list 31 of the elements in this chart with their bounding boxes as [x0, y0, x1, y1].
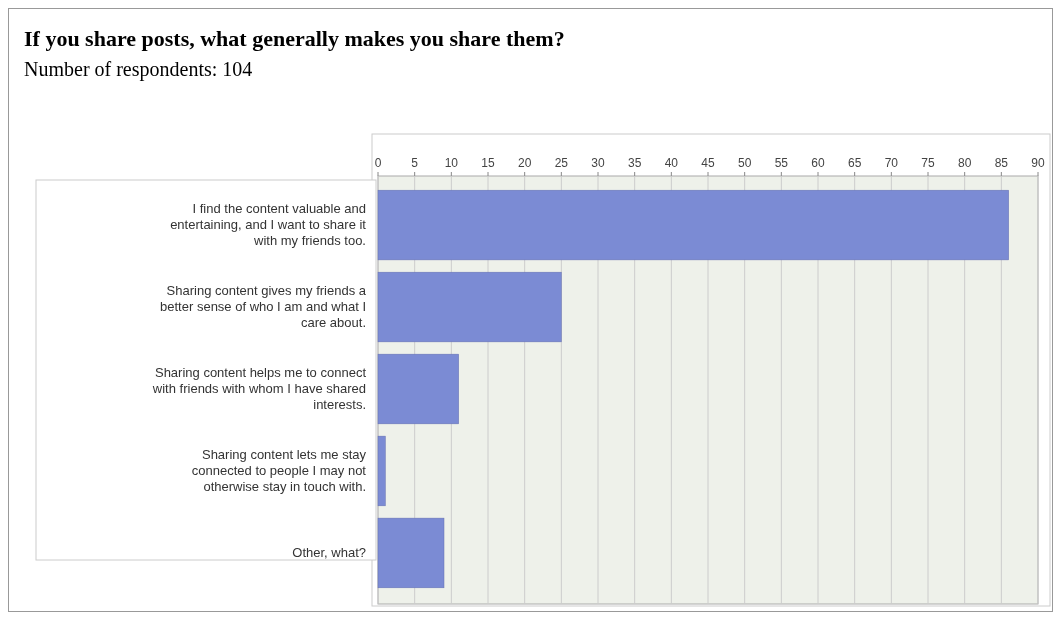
x-tick-label: 65 — [847, 156, 862, 170]
x-tick-label: 30 — [591, 156, 605, 170]
x-tick-label: 40 — [664, 156, 679, 170]
x-tick-label: 75 — [921, 156, 935, 170]
x-tick-label: 35 — [627, 156, 642, 170]
x-tick-label: 50 — [737, 156, 752, 170]
x-tick-label: 15 — [481, 156, 495, 170]
x-tick-label: 55 — [774, 156, 789, 170]
y-tick-label: Sharing content lets me stay connected to people I may not otherwise stay in touch with. — [191, 446, 367, 494]
x-tick-label: 0 — [374, 156, 382, 170]
x-tick-label: 45 — [701, 156, 715, 170]
x-tick-label: 20 — [517, 156, 532, 170]
x-tick-label: 5 — [411, 156, 419, 170]
bar — [377, 517, 445, 589]
x-tick-label: 60 — [811, 156, 825, 170]
y-tick-label: Sharing content gives my friends a better sense of who I am and what I care about. — [160, 283, 367, 331]
x-tick-label: 25 — [554, 156, 569, 170]
y-tick-label: Sharing content helps me to connect with friends with whom I have shared interests. — [151, 365, 367, 412]
bar — [377, 435, 386, 507]
x-tick-label: 90 — [1031, 156, 1045, 170]
x-tick-label: 70 — [884, 156, 899, 170]
x-tick-label: 85 — [994, 156, 1009, 170]
x-tick-label: 80 — [957, 156, 972, 170]
y-tick-label: I find the content valuable and entertaining, and I want to share it with my friends too. — [170, 201, 367, 249]
chart-title: If you share posts, what generally makes you share them? — [24, 26, 565, 51]
bar — [377, 189, 1009, 261]
text: Number of respondents: 104 — [24, 58, 253, 81]
bar — [377, 271, 562, 343]
y-tick-label: Other, what? — [292, 544, 366, 560]
x-tick-label: 10 — [444, 156, 459, 170]
bar — [377, 353, 459, 425]
